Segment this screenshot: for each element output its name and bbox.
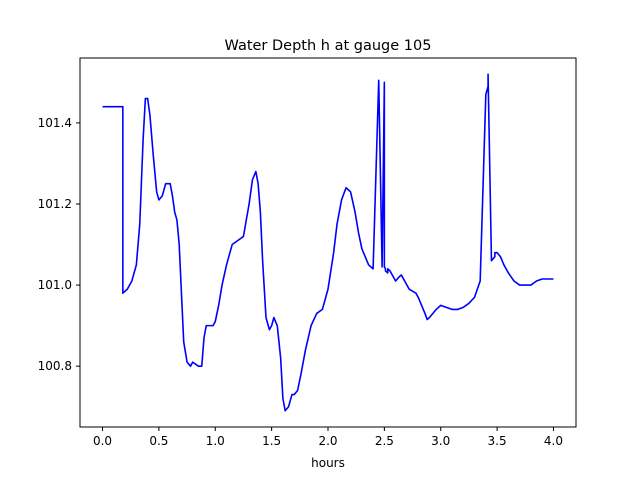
x-tick-label: 2.0 — [318, 434, 337, 448]
series-layer — [102, 73, 554, 412]
x-tick-label: 0.5 — [149, 434, 168, 448]
x-tick-label: 2.5 — [375, 434, 394, 448]
x-axis: 0.0 0.5 1.0 1.5 2.0 2.5 3.0 3.5 4.0 — [93, 427, 563, 448]
series-line-0 — [102, 73, 554, 412]
x-tick-label: 3.0 — [431, 434, 450, 448]
x-tick-label: 1.5 — [262, 434, 281, 448]
chart-title: Water Depth h at gauge 105 — [225, 38, 432, 54]
x-tick-label: 0.0 — [93, 434, 112, 448]
y-tick-label: 100.8 — [38, 359, 72, 373]
y-tick-label: 101.2 — [38, 197, 72, 211]
x-tick-label: 1.0 — [206, 434, 225, 448]
y-tick-label: 101.0 — [38, 278, 72, 292]
x-axis-label: hours — [311, 456, 345, 470]
x-tick-label: 4.0 — [544, 434, 563, 448]
y-axis: 100.8 101.0 101.2 101.4 — [38, 116, 80, 373]
x-tick-label: 3.5 — [488, 434, 507, 448]
y-tick-label: 101.4 — [38, 116, 72, 130]
